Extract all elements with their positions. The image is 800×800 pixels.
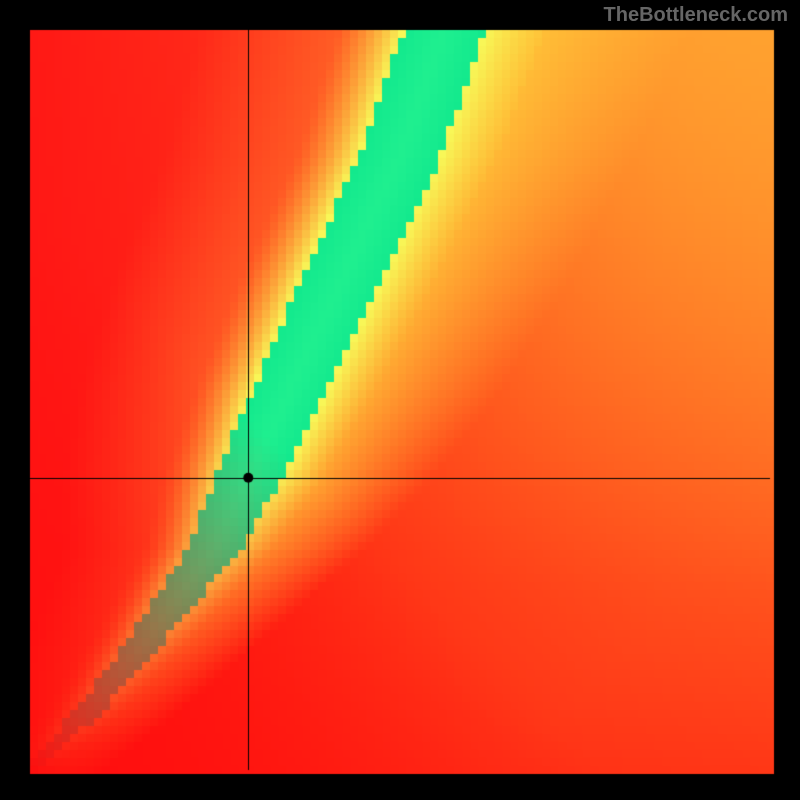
watermark-text: TheBottleneck.com (604, 4, 788, 27)
heatmap-canvas (0, 0, 800, 800)
chart-wrapper: TheBottleneck.com (0, 0, 800, 800)
